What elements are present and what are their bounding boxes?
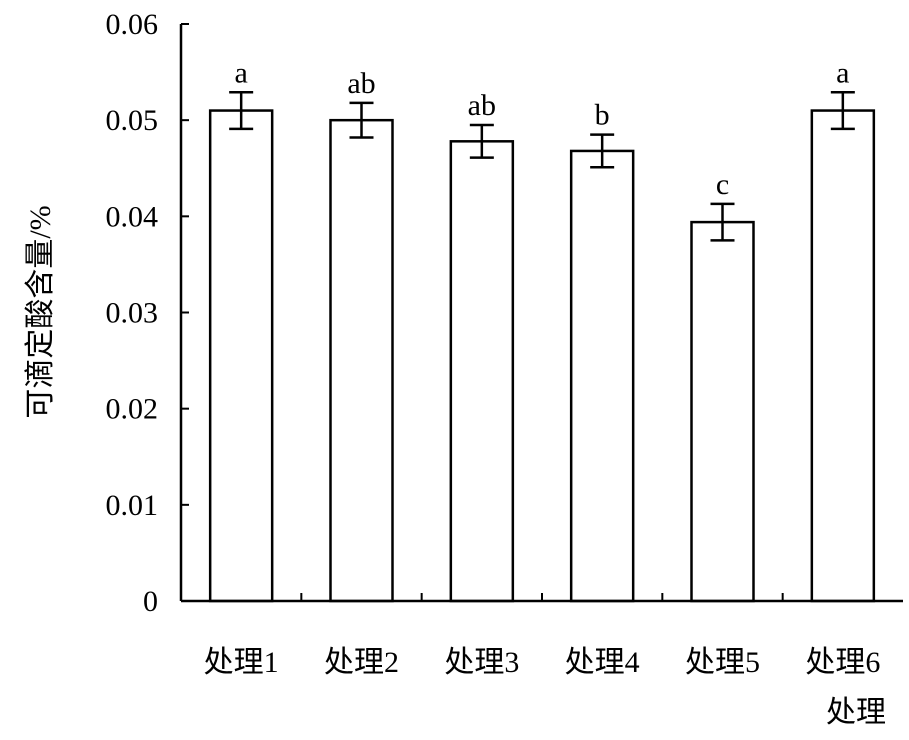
- y-tick-label: 0.04: [106, 200, 159, 233]
- significance-letter: ab: [468, 89, 496, 122]
- x-category-label: 处理6: [805, 646, 880, 679]
- x-category-label: 处理3: [444, 646, 519, 679]
- y-tick-label: 0.06: [106, 8, 159, 41]
- bar: [810, 109, 876, 603]
- x-category-label: 处理2: [324, 646, 399, 679]
- y-tick-label: 0: [143, 585, 158, 618]
- bar: [569, 149, 635, 603]
- y-ticks: 0 0.01 0.02 0.03 0.04 0.05 0.06: [106, 8, 784, 618]
- y-tick-label: 0.02: [106, 393, 159, 426]
- y-axis-title-group: 可滴定酸含量/%: [24, 205, 57, 418]
- y-tick-label: 0.05: [106, 104, 159, 137]
- bar: [208, 109, 274, 603]
- axes: [179, 24, 903, 603]
- x-category-label: 处理4: [565, 646, 640, 679]
- y-tick-label: 0.01: [106, 489, 159, 522]
- significance-letter: a: [235, 56, 248, 89]
- significance-letter: b: [595, 99, 610, 132]
- y-tick-label: 0.03: [106, 297, 159, 330]
- y-axis-title: 可滴定酸含量/%: [24, 205, 57, 418]
- bars: a 处理1 ab 处理2 ab 处理3 b 处理4 c 处理5 a 处理6: [204, 56, 881, 679]
- x-category-label: 处理1: [204, 646, 279, 679]
- bar: [329, 118, 394, 603]
- bar: [690, 220, 755, 603]
- significance-letter: ab: [347, 67, 375, 100]
- bar: [449, 140, 515, 603]
- x-category-label: 处理5: [685, 646, 760, 679]
- x-axis-title: 处理: [826, 696, 886, 729]
- significance-letter: a: [836, 56, 849, 89]
- significance-letter: c: [716, 168, 729, 201]
